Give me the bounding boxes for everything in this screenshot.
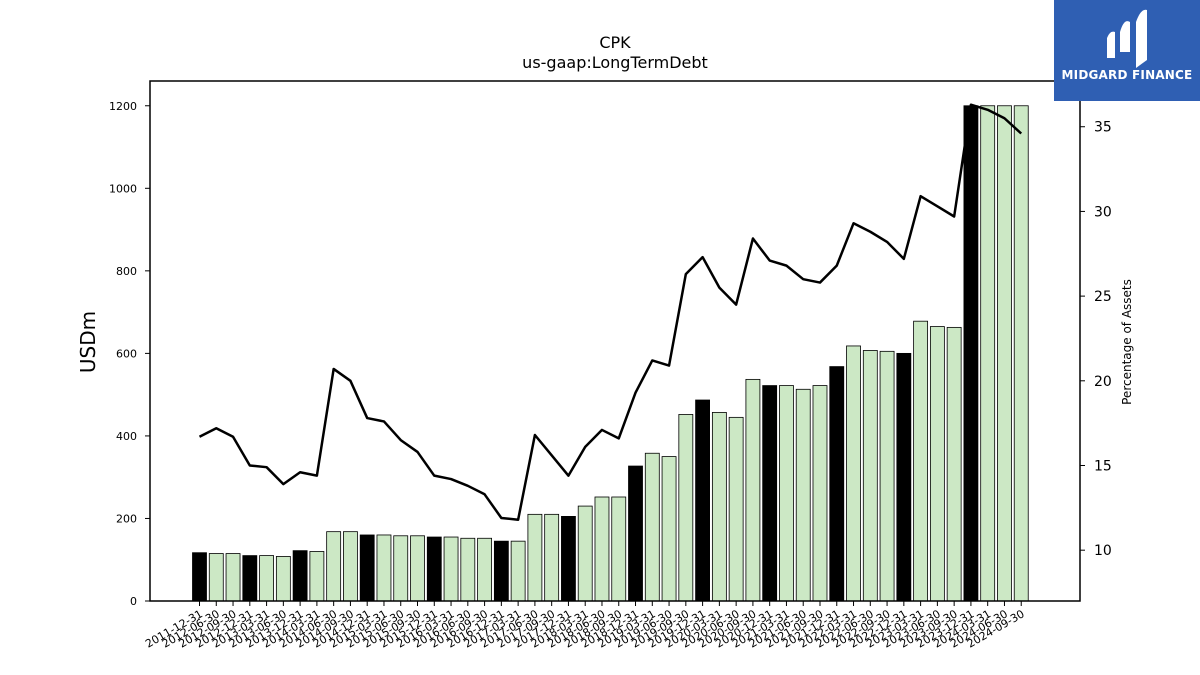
y-tick-label: 1000 [109,182,137,195]
bar [879,350,895,602]
x-ticks: 2011-12-312012-06-302012-09-302012-12-31… [143,601,1027,651]
plot-frame [149,80,1081,602]
bar [728,416,744,602]
line-series [198,103,1023,521]
line-series-path [198,103,1023,521]
bar [510,540,526,602]
bar [309,551,325,602]
logo: MIDGARD FINANCE [1054,0,1200,101]
bar [913,320,929,602]
y-ticks-right: 10 15 20 25 30 35 [1080,120,1112,559]
y-tick-label: 0 [130,595,137,608]
bar [376,534,392,602]
bar-series [192,105,1029,602]
bar [192,552,207,602]
bar [812,385,828,602]
bar [426,536,442,602]
y-tick-label: 800 [116,265,137,278]
logo-text: MIDGARD FINANCE [1061,68,1193,82]
bar [594,496,610,602]
bar [443,536,459,602]
bar [795,388,811,602]
bar [745,378,761,602]
bar [577,505,593,602]
bar [929,326,945,602]
bar [460,537,476,602]
y-right-tick-label: 25 [1094,289,1112,305]
bar [410,535,425,602]
bar [493,540,509,602]
y-axis-label-right: Percentage of Assets [1120,279,1134,405]
bar [208,553,224,602]
y-tick-label: 400 [116,430,137,443]
y-axis-label: USDm [76,311,100,373]
y-tick-label: 600 [116,347,137,360]
bar [477,537,492,602]
bar [343,531,358,602]
bar [946,326,962,602]
bar [695,399,710,602]
bar [980,105,996,602]
bar [544,513,560,602]
chart-title: CPK [599,33,631,52]
bar [829,366,845,602]
y-tick-label: 1200 [109,100,137,113]
bar [628,465,643,602]
bar [292,550,308,602]
bar [862,350,878,602]
y-right-tick-label: 20 [1094,374,1112,390]
y-right-tick-label: 35 [1094,120,1112,136]
logo-icon [1107,9,1147,68]
y-right-tick-label: 30 [1094,204,1112,220]
bar [527,513,543,602]
y-right-tick-label: 15 [1094,458,1112,474]
bar [779,385,794,602]
chart-subtitle: us-gaap:LongTermDebt [522,53,708,72]
bar [997,105,1012,602]
bar [242,555,258,602]
bar [1013,105,1029,602]
bar [678,414,694,602]
bar [846,345,861,602]
bar [225,553,241,602]
axes [149,80,1081,602]
bar [561,516,576,602]
y-right-tick-label: 10 [1094,543,1112,559]
bar [644,452,660,602]
bar [326,531,342,602]
bar [393,535,409,602]
bar [359,534,375,602]
bar [259,555,274,602]
bar [896,352,912,602]
bar [963,105,979,602]
bar [762,385,778,602]
bar [661,456,677,602]
y-tick-label: 200 [116,512,137,525]
bar [611,496,627,602]
bar [711,411,727,602]
bar [275,556,291,602]
y-ticks-left: 0 200 400 600 800 1000 1200 [109,100,150,608]
